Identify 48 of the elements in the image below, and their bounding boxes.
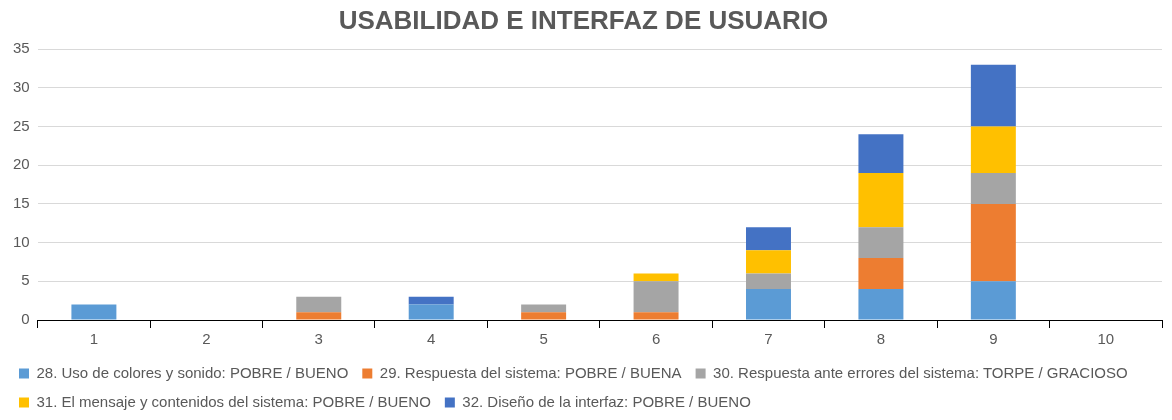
bar <box>970 203 1016 282</box>
bar <box>408 304 454 320</box>
legend-label: 32. Diseño de la interfaz: POBRE / BUENO <box>462 392 751 410</box>
legend-label: 29. Respuesta del sistema: POBRE / BUENA <box>379 363 682 381</box>
bar <box>633 312 679 320</box>
bar <box>970 281 1016 320</box>
x-tick-label: 1 <box>89 330 99 348</box>
y-tick-label: 0 <box>21 310 30 328</box>
y-tick-label: 5 <box>21 271 30 289</box>
x-tick-label: 8 <box>876 330 886 348</box>
bar <box>746 273 791 290</box>
y-tick-label: 10 <box>13 232 30 250</box>
legend-label: 31. El mensaje y contenidos del sistema: POBRE / BUENO <box>36 392 431 410</box>
x-tick-label: 4 <box>427 330 436 348</box>
x-tick-label: 5 <box>539 330 548 348</box>
bar <box>858 258 904 290</box>
bar <box>970 64 1016 127</box>
x-tick-label: 7 <box>764 330 773 348</box>
bar <box>633 281 679 313</box>
bar <box>858 172 904 228</box>
legend-label: 30. Respuesta ante errores del sistema: TORPE / GRACIOSO <box>713 363 1128 381</box>
x-tick-label: 10 <box>1097 330 1115 348</box>
x-tick-label: 9 <box>989 330 998 348</box>
bar <box>408 296 454 305</box>
bar <box>746 289 791 320</box>
bar <box>296 312 342 320</box>
y-tick-label: 15 <box>13 194 30 212</box>
y-tick-label: 30 <box>13 78 30 96</box>
bar <box>970 172 1016 204</box>
x-tick-label: 2 <box>202 330 211 348</box>
bar <box>746 250 791 274</box>
bar <box>858 227 904 259</box>
legend-label: 28. Uso de colores y sonido: POBRE / BUENO <box>36 363 349 381</box>
bar <box>521 304 567 313</box>
x-tick-label: 6 <box>651 330 661 348</box>
bar <box>71 304 117 320</box>
bar <box>296 296 342 313</box>
x-tick-label: 3 <box>314 330 323 348</box>
y-tick-label: 35 <box>13 39 30 57</box>
y-tick-label: 25 <box>13 116 30 134</box>
chart-title: USABILIDAD E INTERFAZ DE USUARIO <box>338 4 829 35</box>
bar <box>858 134 904 173</box>
bar <box>970 126 1016 173</box>
bar <box>633 273 679 282</box>
y-tick-label: 20 <box>13 155 30 173</box>
bar <box>521 312 567 320</box>
bar <box>858 289 904 320</box>
bar <box>746 227 791 251</box>
